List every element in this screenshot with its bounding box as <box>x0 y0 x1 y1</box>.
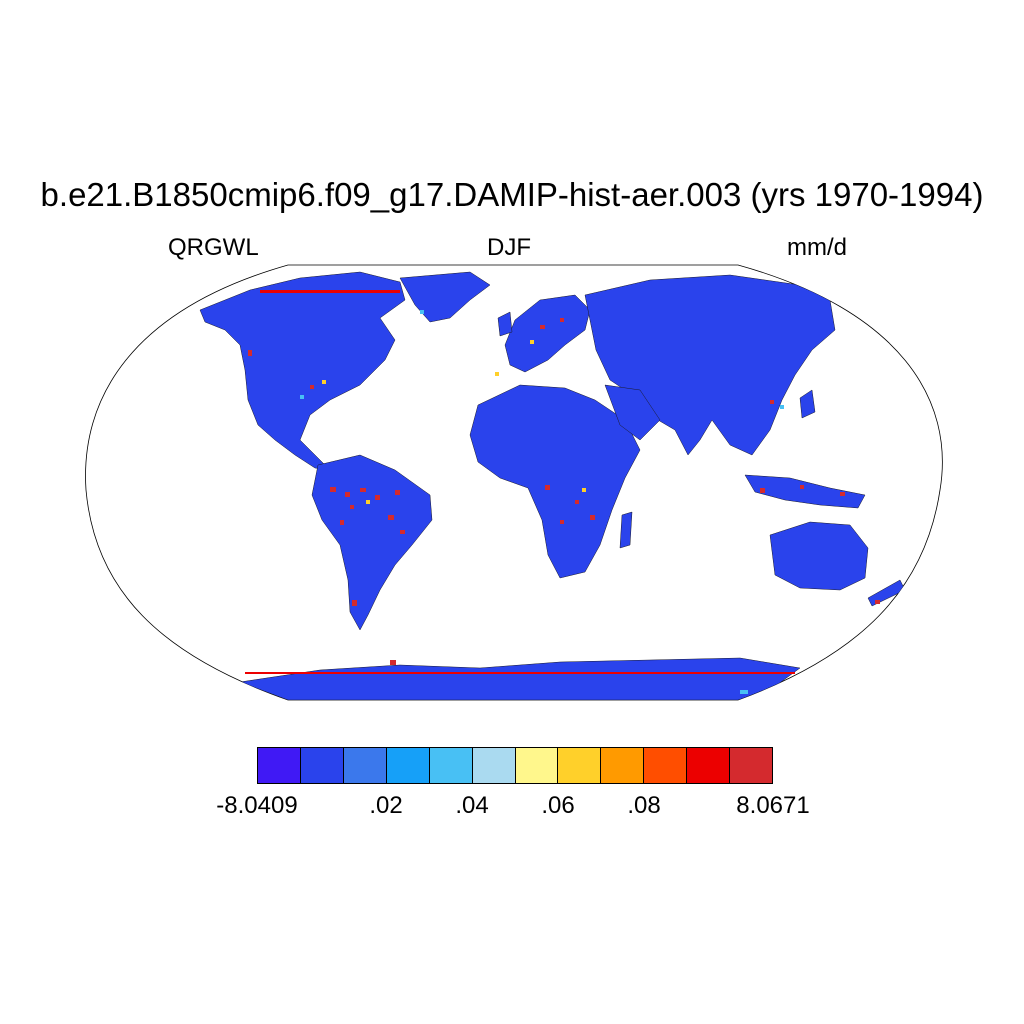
colorbar-label-02: .02 <box>369 792 403 819</box>
season-label: DJF <box>487 234 531 261</box>
land-europe <box>504 294 591 373</box>
colorbar-box-6 <box>515 748 559 783</box>
colorbar-label-max: 8.0671 <box>736 792 810 819</box>
land-indonesia <box>744 474 866 509</box>
land-japan <box>799 389 816 419</box>
colorbar-box-2 <box>343 748 387 783</box>
land-madagascar <box>619 511 633 549</box>
variable-label: QRGWL <box>168 234 259 261</box>
colorbar-label-08: .08 <box>627 792 661 819</box>
colorbar-box-0 <box>258 748 301 783</box>
land-antarctica <box>239 657 801 700</box>
colorbar-box-3 <box>386 748 430 783</box>
colorbar-box-7 <box>558 748 602 783</box>
colorbar-label-06: .06 <box>541 792 575 819</box>
land-south-america <box>311 454 433 631</box>
colorbar-box-11 <box>730 748 773 783</box>
colorbar-box-9 <box>644 748 688 783</box>
colorbar-label-min: -8.0409 <box>216 792 298 819</box>
land-north-america <box>199 271 406 471</box>
colorbar-box-4 <box>429 748 473 783</box>
colorbar <box>257 747 773 784</box>
colorbar-label-04: .04 <box>455 792 489 819</box>
anomaly-speckles <box>245 290 880 694</box>
land-australia <box>769 521 869 591</box>
units-label: mm/d <box>787 234 847 261</box>
plot-title: b.e21.B1850cmip6.f09_g17.DAMIP-hist-aer.… <box>40 176 984 213</box>
colorbar-box-5 <box>472 748 516 783</box>
land-uk <box>497 311 513 337</box>
colorbar-box-10 <box>687 748 731 783</box>
land-arabia <box>604 384 661 441</box>
colorbar-box-8 <box>601 748 645 783</box>
land-africa <box>469 384 641 579</box>
land-greenland <box>399 271 491 323</box>
colorbar-box-1 <box>300 748 344 783</box>
